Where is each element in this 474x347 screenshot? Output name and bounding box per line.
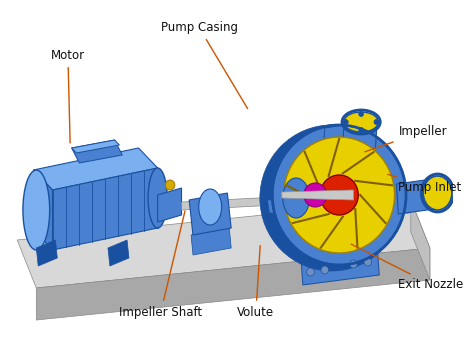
Circle shape: [165, 180, 175, 190]
Polygon shape: [411, 200, 430, 280]
Polygon shape: [36, 248, 430, 320]
Circle shape: [321, 266, 328, 274]
Ellipse shape: [260, 125, 403, 271]
Polygon shape: [282, 190, 354, 200]
Text: Pump Casing: Pump Casing: [161, 21, 247, 109]
Polygon shape: [342, 118, 377, 155]
Circle shape: [364, 258, 372, 266]
Polygon shape: [182, 196, 296, 210]
Text: Exit Nozzle: Exit Nozzle: [351, 244, 464, 291]
Polygon shape: [34, 170, 53, 250]
Circle shape: [359, 127, 364, 133]
Circle shape: [359, 111, 364, 117]
Polygon shape: [17, 200, 430, 288]
Polygon shape: [158, 188, 182, 222]
Ellipse shape: [199, 189, 222, 225]
Polygon shape: [267, 200, 411, 213]
Text: Pump Inlet: Pump Inlet: [388, 174, 462, 194]
Circle shape: [307, 268, 314, 276]
Ellipse shape: [23, 170, 50, 250]
Polygon shape: [323, 125, 344, 158]
Polygon shape: [53, 168, 158, 250]
Text: Volute: Volute: [237, 246, 274, 319]
Ellipse shape: [283, 178, 310, 218]
Polygon shape: [36, 240, 57, 266]
Circle shape: [350, 260, 357, 268]
Polygon shape: [191, 228, 231, 255]
Circle shape: [320, 175, 358, 215]
Polygon shape: [396, 178, 441, 214]
Ellipse shape: [344, 112, 378, 132]
Circle shape: [344, 119, 348, 125]
Text: Motor: Motor: [51, 49, 85, 143]
Circle shape: [304, 183, 327, 207]
Circle shape: [284, 137, 394, 253]
Ellipse shape: [148, 168, 167, 228]
Polygon shape: [301, 248, 379, 285]
Ellipse shape: [423, 176, 452, 210]
Polygon shape: [189, 193, 231, 235]
Polygon shape: [72, 140, 119, 153]
Circle shape: [374, 119, 379, 125]
Polygon shape: [108, 240, 129, 266]
Polygon shape: [72, 140, 122, 163]
Polygon shape: [34, 148, 158, 190]
Text: Impeller: Impeller: [365, 125, 447, 152]
Circle shape: [272, 125, 406, 265]
Text: Impeller Shaft: Impeller Shaft: [119, 211, 202, 319]
